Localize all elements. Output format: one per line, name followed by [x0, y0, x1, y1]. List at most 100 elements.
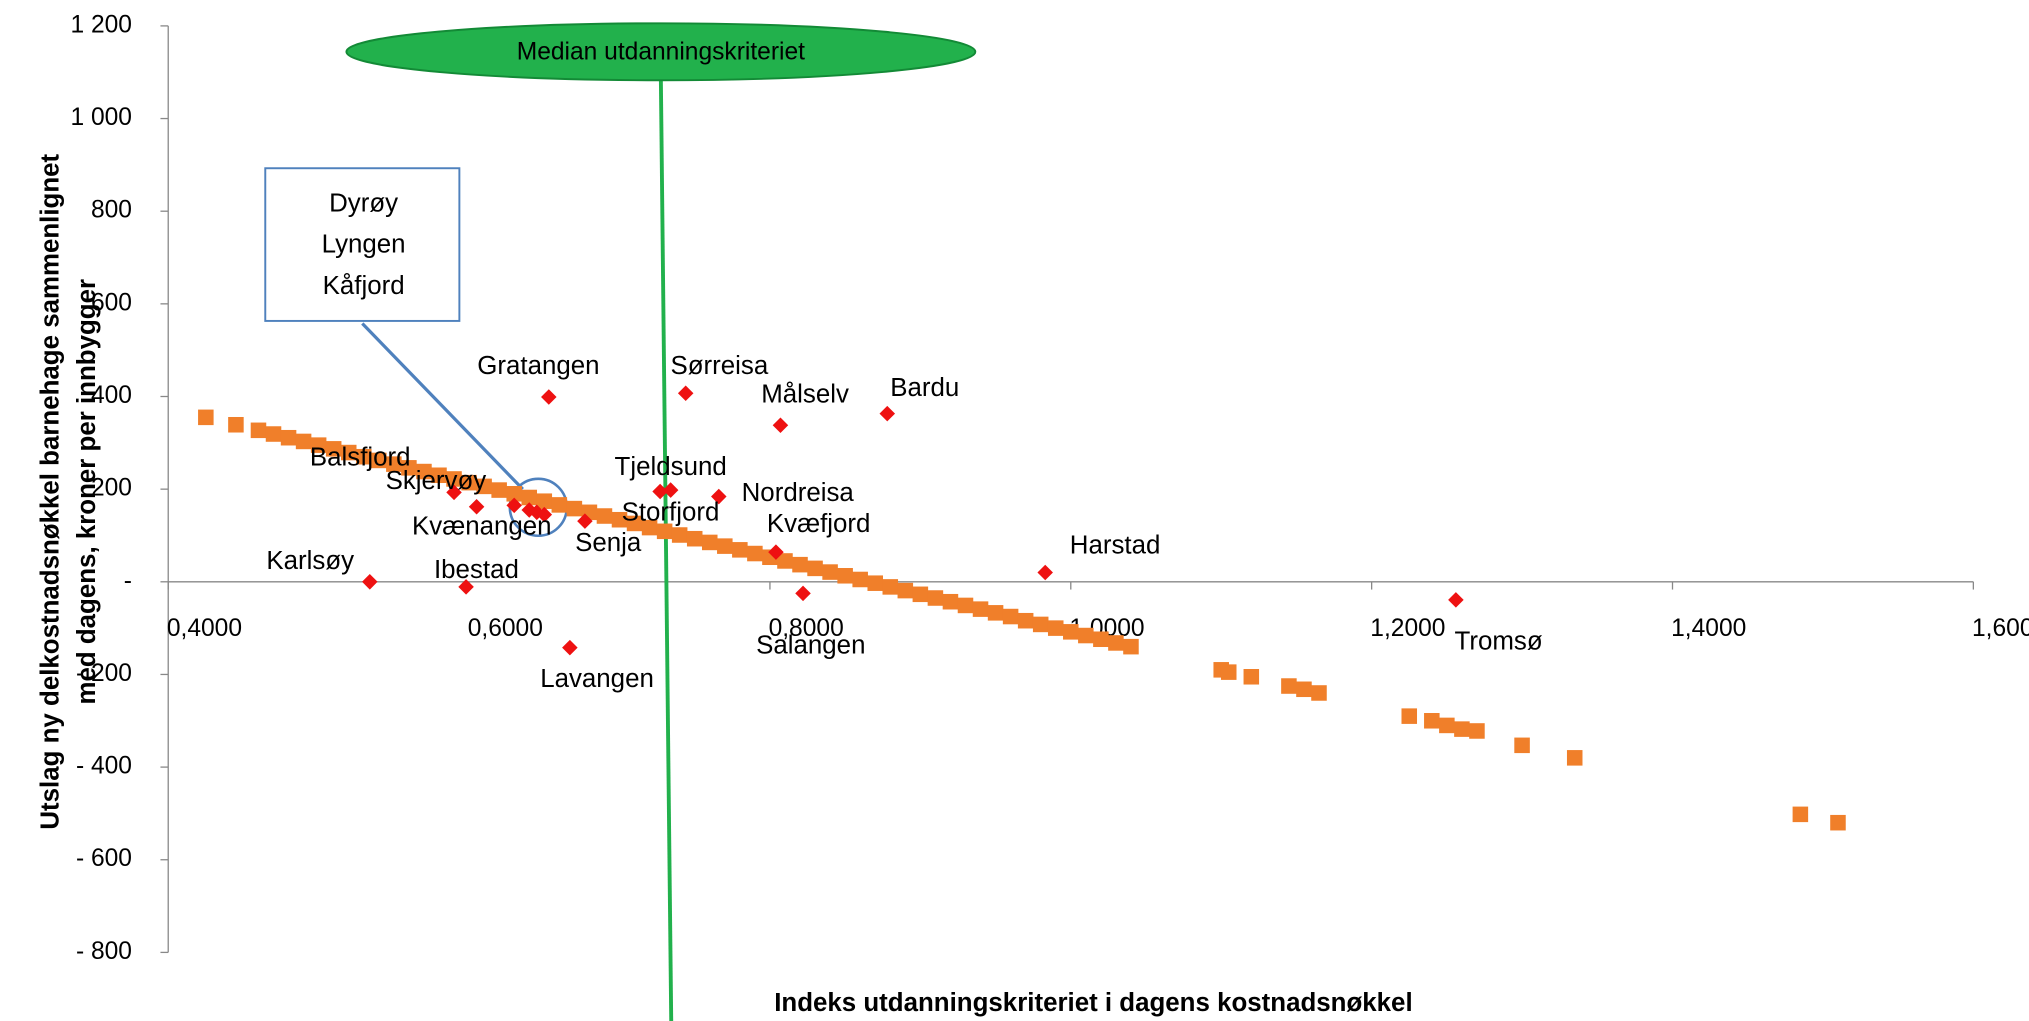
point: [1401, 708, 1418, 724]
point: [777, 553, 793, 569]
x-tick-label: 1,2000: [1370, 615, 1445, 642]
x-tick-label: 0,4000: [167, 615, 242, 642]
x-axis-title: Indeks utdanningskriteriet i dagens kost…: [774, 989, 1412, 1017]
point-label: Balsfjord: [310, 444, 411, 472]
point: [1037, 564, 1053, 581]
point: [1514, 737, 1530, 754]
point: [1078, 627, 1094, 644]
point: [957, 597, 974, 614]
y-axis-title-line: Utslag ny delkostnadsnøkkel barnehage sa…: [37, 153, 65, 829]
y-tick-label: - 800: [76, 938, 132, 965]
point: [837, 568, 853, 584]
point-label: Bardu: [890, 374, 959, 402]
point: [536, 493, 553, 509]
point-label: Lavangen: [540, 665, 654, 693]
median-line: [658, 80, 674, 1021]
y-axis-title: Utslag ny delkostnadsnøkkel barnehage sa…: [37, 153, 101, 829]
callout-text: Dyrøy: [329, 189, 398, 217]
y-tick-label: 400: [91, 382, 132, 409]
point: [250, 422, 267, 439]
point: [310, 437, 327, 453]
point: [717, 538, 733, 554]
point: [1108, 635, 1124, 651]
point: [521, 502, 538, 518]
point: [446, 471, 462, 487]
point: [711, 488, 727, 505]
point: [541, 389, 557, 405]
point: [491, 482, 507, 498]
point: [371, 452, 387, 469]
point: [662, 482, 679, 498]
point: [340, 444, 357, 461]
point: [280, 429, 297, 446]
median-label: Median utdanningskriteriet: [517, 39, 805, 66]
y-tick-label: 600: [91, 289, 132, 316]
point: [879, 405, 896, 422]
point: [656, 523, 673, 540]
point-label: Kvæfjord: [767, 510, 871, 538]
point: [521, 489, 538, 506]
y-tick-label: -: [124, 567, 132, 594]
point-label: Harstad: [1070, 531, 1161, 559]
point-label: Kvænangen: [412, 512, 552, 540]
point: [626, 515, 643, 532]
y-tick-label: - 200: [76, 660, 132, 687]
y-tick-label: 800: [91, 197, 132, 224]
point: [1448, 592, 1464, 608]
point-label: Senja: [575, 529, 642, 557]
point: [1093, 631, 1109, 648]
point: [1281, 678, 1297, 694]
point: [562, 639, 578, 656]
point: [1220, 664, 1237, 680]
point: [1047, 620, 1064, 636]
point: [927, 590, 944, 606]
point: [1792, 806, 1809, 823]
point: [1017, 612, 1034, 629]
point: [1566, 750, 1583, 766]
point: [228, 416, 244, 433]
y-tick-label: 1 000: [70, 104, 132, 131]
point: [1243, 669, 1260, 685]
point-label: Målselv: [761, 380, 849, 408]
point: [416, 463, 432, 480]
callout-box: [264, 167, 461, 322]
y-axis-title-line: med dagens, kroner per innbygger: [73, 279, 101, 705]
point: [577, 513, 593, 529]
point: [198, 409, 214, 426]
point: [987, 605, 1004, 621]
point: [386, 456, 402, 472]
point: [362, 574, 378, 590]
point: [325, 441, 342, 457]
point: [551, 497, 568, 513]
point-label: Gratangen: [477, 352, 599, 380]
x-tick-label: 0,6000: [468, 615, 543, 642]
x-tick-label: 0,8000: [769, 615, 844, 642]
point: [747, 545, 763, 562]
point-label: Nordreisa: [742, 479, 855, 507]
point-label: Skjervøy: [386, 467, 487, 495]
point: [1123, 638, 1139, 655]
point: [677, 385, 694, 402]
callout-text: Lyngen: [322, 231, 406, 259]
point: [295, 433, 312, 450]
point: [671, 527, 688, 543]
point: [468, 498, 485, 515]
x-tick-label: 1,4000: [1671, 615, 1746, 642]
point: [1424, 713, 1440, 729]
x-tick-label: 1,6000: [1972, 615, 2029, 642]
point: [701, 534, 718, 551]
point: [972, 601, 989, 617]
point: [506, 486, 522, 502]
point: [867, 575, 883, 591]
point-label: Sørreisa: [670, 352, 768, 380]
point: [1002, 608, 1019, 625]
point: [1032, 616, 1049, 633]
point: [401, 460, 417, 476]
y-tick-label: - 600: [76, 845, 132, 872]
point: [652, 483, 668, 500]
point: [461, 474, 477, 491]
point-label: Salangen: [756, 631, 865, 659]
point: [792, 556, 808, 573]
point: [1296, 681, 1312, 698]
point: [795, 585, 811, 602]
